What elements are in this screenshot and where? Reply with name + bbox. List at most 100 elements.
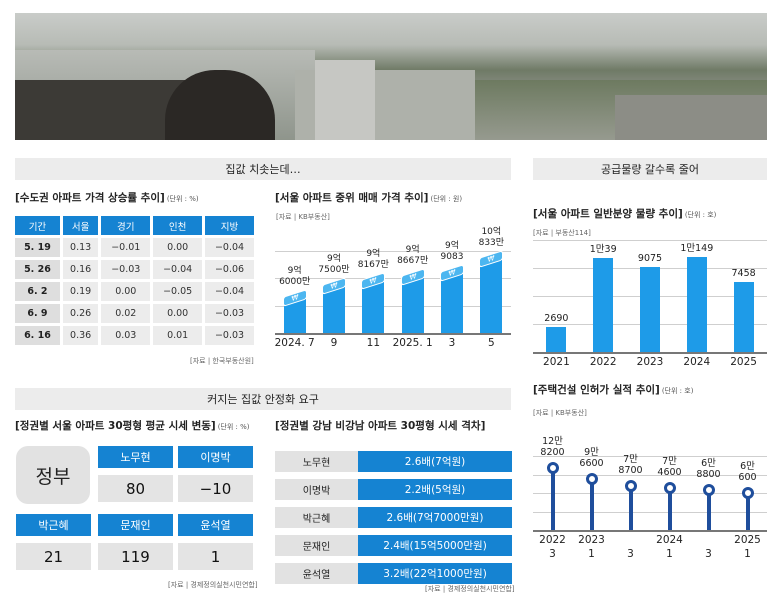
regime-change-title: [정권별 서울 아파트 30평형 평균 시세 변동] (단위 : %) (15, 420, 250, 432)
data-label: 6만 (740, 460, 755, 472)
lollipop-stem (550, 467, 555, 530)
table-cell: 0.02 (101, 304, 151, 323)
data-label: 9083 (440, 252, 464, 263)
president-header: 박근혜 (16, 514, 91, 536)
data-label: 1만39 (589, 244, 617, 256)
bar (441, 274, 463, 333)
bar (593, 258, 614, 352)
x-tick-label: 2022 (539, 534, 566, 546)
x-tick-label: 5 (487, 337, 495, 349)
lollipop-stem (745, 492, 750, 530)
gridline (275, 251, 511, 252)
median-price-chart: ₩9억 6000만 2024. 7 ₩9억 7500만 9 ₩9억 8167만 11 ₩9억 866… (275, 225, 511, 365)
table-row: 6. 2 0.19 0.00 −0.05 −0.04 (15, 282, 254, 301)
bar (362, 281, 385, 333)
table-cell: −0.03 (101, 260, 151, 279)
table-row: 윤석열 3.2배(22억1000만원) (275, 563, 512, 584)
president-name: 박근혜 (275, 507, 358, 528)
column-header: 지방 (205, 216, 254, 235)
x-axis (533, 530, 767, 532)
table-cell: −0.05 (153, 282, 203, 301)
data-label: 6000만 (279, 277, 311, 288)
lollipop-dot (741, 486, 754, 499)
x-tick-label: 2021 (543, 356, 570, 368)
table-cell: 0.00 (153, 304, 203, 323)
data-label: 600 (738, 471, 757, 483)
table-cell: 0.03 (101, 326, 151, 345)
gap-value: 3.2배(22억1000만원) (358, 563, 512, 584)
regime-change-source: [자료 | 경제정의실천시민연합] (168, 581, 258, 589)
data-label: 9억 (326, 254, 342, 265)
table-row: 문재인 2.4배(15억5000만원) (275, 535, 512, 556)
section-header-stabilization: 커지는 집값 안정화 요구 (15, 388, 511, 410)
table-cell: −0.04 (205, 238, 254, 257)
table-row: 6. 9 0.26 0.02 0.00 −0.03 (15, 304, 254, 323)
supply-chart: 2690 2021 1만39 2022 9075 2023 1만149 2024 7458 202… (533, 240, 767, 370)
gridline (275, 305, 511, 307)
table-row: 박근혜 2.6배(7억7000만원) (275, 507, 512, 528)
change-value: 1 (178, 543, 253, 570)
data-label: 9억 (366, 248, 381, 259)
bar (480, 260, 503, 333)
gridline (275, 278, 511, 280)
change-value: 80 (98, 475, 173, 502)
lollipop-stem (706, 489, 711, 530)
x-tick-label: 2025 (730, 356, 757, 368)
x-tick-label: 3 (627, 548, 634, 560)
data-label: 9075 (637, 253, 663, 265)
table-cell: 6. 16 (15, 326, 60, 345)
change-value: −10 (178, 475, 253, 502)
bar (546, 326, 567, 352)
section-header-rising-prices: 집값 치솟는데… (15, 158, 511, 180)
column-header: 서울 (62, 216, 99, 235)
table-cell: 0.01 (153, 326, 203, 345)
median-price-chart-title: [서울 아파트 중위 매매 가격 추이] (단위 : 원) (275, 192, 463, 204)
data-label: 1만149 (680, 243, 714, 255)
change-value: 119 (98, 543, 173, 570)
table-cell: −0.03 (205, 326, 254, 345)
data-label: 9억 (287, 266, 302, 277)
table-cell: 6. 2 (15, 282, 60, 301)
supply-chart-title: [서울 아파트 일반분양 물량 추이] (단위 : 호) (533, 208, 717, 220)
bar (323, 287, 345, 333)
x-tick-label: 2023 (578, 534, 605, 546)
data-label: 8167만 (357, 259, 389, 270)
bar (401, 277, 424, 333)
table-row: 이명박 2.2배(5억원) (275, 479, 512, 500)
bar (733, 282, 754, 352)
x-tick-label: 3 (448, 337, 456, 349)
permit-chart: 12만 8200 2022 3 9만 6600 2023 1 7만 8700 3 7만 4600 2024… (533, 415, 767, 585)
x-tick-label: 2025 (734, 534, 761, 546)
x-tick-label: 2022 (589, 356, 617, 368)
data-label: 4600 (657, 466, 682, 478)
president-name: 문재인 (275, 535, 358, 556)
gap-value: 2.6배(7억원) (358, 451, 512, 472)
data-label: 8667만 (397, 255, 429, 266)
table-cell: 0.19 (62, 282, 99, 301)
median-price-chart-source: [자료 | KB부동산] (276, 213, 330, 221)
x-tick-label: 3 (705, 548, 712, 560)
price-change-table: 기간 서울 경기 인천 지방 5. 19 0.13 −0.01 0.00 −0.04 5. 26 0… (12, 213, 257, 348)
bar (640, 267, 660, 352)
gridline (533, 493, 767, 494)
gridline (533, 474, 767, 476)
table-row: 5. 26 0.16 −0.03 −0.04 −0.06 (15, 260, 254, 279)
data-label: 9억 (405, 244, 420, 255)
x-tick-label: 2024 (656, 534, 683, 546)
cityscape-photo (15, 13, 767, 140)
table-title: [수도권 아파트 가격 상승률 추이] (단위 : %) (15, 192, 199, 204)
bar (686, 257, 707, 352)
gridline (533, 511, 767, 513)
column-header: 기간 (15, 216, 60, 235)
gridline (533, 456, 767, 457)
x-tick-label: 2025. 1 (392, 337, 433, 349)
lollipop-dot (546, 461, 559, 474)
bar (283, 299, 306, 333)
president-name: 윤석열 (275, 563, 358, 584)
president-header: 문재인 (98, 514, 173, 536)
table-cell: 0.36 (62, 326, 99, 345)
gap-value: 2.2배(5억원) (358, 479, 512, 500)
x-tick-label: 2024. 7 (274, 337, 315, 349)
data-label: 8800 (696, 468, 721, 480)
table-cell: −0.03 (205, 304, 254, 323)
